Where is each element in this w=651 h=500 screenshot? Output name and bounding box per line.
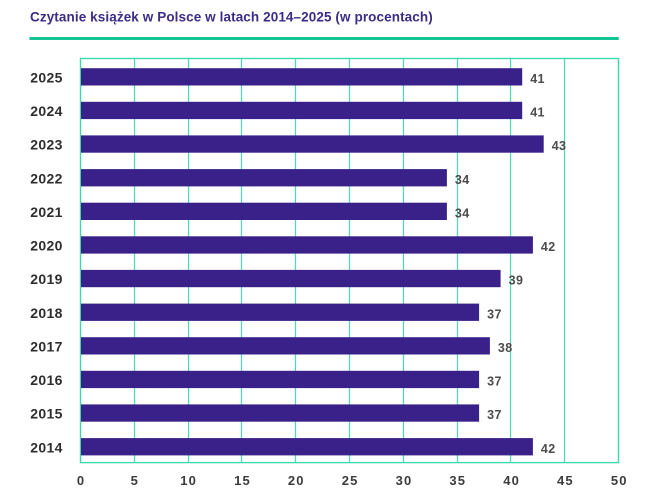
- svg-text:5: 5: [131, 473, 138, 488]
- svg-text:2018: 2018: [30, 305, 62, 321]
- svg-text:2019: 2019: [30, 271, 62, 287]
- svg-text:41: 41: [530, 72, 544, 86]
- svg-text:40: 40: [503, 473, 519, 488]
- svg-text:50: 50: [611, 473, 627, 488]
- svg-text:42: 42: [541, 240, 555, 254]
- svg-text:34: 34: [455, 206, 469, 220]
- svg-text:2014: 2014: [30, 439, 62, 455]
- svg-text:15: 15: [234, 473, 250, 488]
- svg-text:39: 39: [509, 274, 523, 288]
- svg-text:0: 0: [77, 473, 84, 488]
- svg-text:43: 43: [552, 139, 566, 153]
- svg-text:2020: 2020: [30, 238, 62, 254]
- svg-text:10: 10: [180, 473, 196, 488]
- svg-text:37: 37: [487, 375, 501, 389]
- svg-text:25: 25: [342, 473, 358, 488]
- svg-text:35: 35: [449, 473, 465, 488]
- svg-text:37: 37: [487, 307, 501, 321]
- svg-text:2021: 2021: [30, 204, 62, 220]
- svg-text:2023: 2023: [30, 137, 62, 153]
- svg-text:38: 38: [498, 341, 512, 355]
- svg-text:2022: 2022: [30, 170, 62, 186]
- svg-text:2016: 2016: [30, 372, 62, 388]
- svg-text:30: 30: [396, 473, 412, 488]
- svg-text:37: 37: [487, 408, 501, 422]
- svg-text:41: 41: [530, 106, 544, 120]
- svg-text:42: 42: [541, 442, 555, 456]
- svg-text:34: 34: [455, 173, 469, 187]
- svg-text:45: 45: [557, 473, 573, 488]
- svg-text:2025: 2025: [30, 70, 62, 86]
- svg-text:20: 20: [288, 473, 304, 488]
- svg-text:2015: 2015: [30, 406, 62, 422]
- svg-text:2024: 2024: [30, 103, 62, 119]
- svg-text:2017: 2017: [30, 339, 62, 355]
- svg-text:Czytanie książek w Polsce w la: Czytanie książek w Polsce w latach 2014–…: [30, 10, 433, 25]
